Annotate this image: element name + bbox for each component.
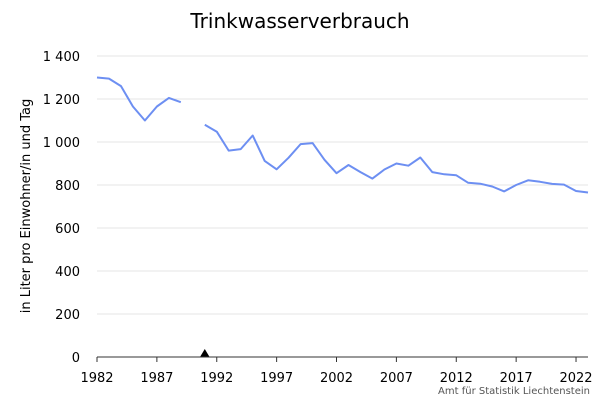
x-tick-label: 2007 [380,371,413,386]
source-note: Amt für Statistik Liechtenstein [438,386,590,397]
y-tick-label: 200 [55,308,80,323]
x-tick-label: 1992 [200,371,233,386]
x-tick-label: 2012 [440,371,473,386]
tick-labels: 0 200 400 600 800 1 000 1 200 1 400 1982 1987 1992… [43,50,593,386]
gridlines [97,55,588,315]
y-tick-label: 1 200 [43,93,80,108]
x-tick-label: 2022 [559,371,592,386]
y-tick-label: 1 400 [43,50,80,65]
y-tick-label: 400 [55,265,80,280]
series-line-segment [96,76,182,122]
y-tick-label: 800 [55,179,80,194]
x-tick-label: 1982 [80,371,113,386]
axes [96,349,588,362]
series-group [96,76,589,194]
chart-title: Trinkwasserverbrauch [189,9,409,33]
y-axis-label: in Liter pro Einwohner/in und Tag [19,99,34,314]
x-tick-label: 2017 [500,371,533,386]
x-tick-label: 1987 [140,371,173,386]
series-line-segment [204,123,589,194]
y-tick-label: 1 000 [43,136,80,151]
triangle-marker-icon [200,349,210,357]
y-tick-label: 600 [55,222,80,237]
x-tick-label: 1997 [260,371,293,386]
y-tick-label: 0 [72,351,80,366]
x-tick-label: 2002 [320,371,353,386]
